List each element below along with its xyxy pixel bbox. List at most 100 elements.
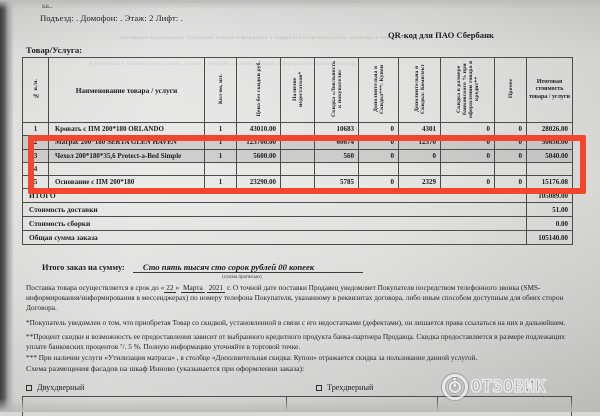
cell-total: 5040.00 — [526, 148, 573, 163]
table-total-row: ИТОГО 105089.00 — [22, 188, 573, 203]
checkbox-icon[interactable] — [316, 385, 322, 391]
footnote-bank-discount: **Процент скидки и возможность ее предос… — [26, 332, 566, 352]
col-header-coupon: Дополнительна я Скидка***: Купон — [358, 57, 399, 123]
cell-bank: 0 — [440, 174, 495, 190]
page-left-edge — [0, 0, 7, 412]
order-total-value: Сто пять тысяч сто сорок рублей 00 копее… — [132, 262, 363, 273]
col-header-other: Прочее — [494, 57, 527, 123]
total-label: Стоимость доставки — [22, 202, 527, 217]
order-total-hint: (сумма прописью) — [222, 274, 262, 280]
cell-defects — [280, 161, 315, 176]
cell-price: 5600.00 — [236, 148, 281, 163]
cell-total: 15176.08 — [526, 174, 573, 190]
table-total-row: Стоимость доставки 51.00 — [22, 202, 573, 217]
facade-scheme-label: Схема размещения фасадов на шкаф Инново … — [26, 364, 305, 373]
cell-defects — [280, 148, 315, 163]
col-header-bank-percent: Скидка в размере банковского % при оформ… — [440, 57, 495, 123]
cell-kit — [398, 161, 441, 176]
total-value: 105140.00 — [526, 230, 573, 245]
cell-total: 28026.00 — [526, 121, 573, 137]
cell-price: 43010.00 — [236, 121, 281, 137]
cell-qty: 1 — [204, 135, 237, 150]
delivery-mid-text: » — [175, 283, 181, 292]
col-header-index: № п./п. — [22, 57, 49, 123]
footnote-coupon: *** При наличии услуги «Утилизация матра… — [26, 353, 478, 362]
cell-qty: 1 — [204, 121, 237, 137]
total-label: ИТОГО — [22, 188, 527, 203]
col-header-qty: Кол-во, шт. — [204, 57, 237, 123]
power-circle-icon — [442, 374, 468, 400]
total-value: 51.00 — [526, 202, 573, 217]
table-row: 3 Чехол 200*180*35,6 Protect-a-Bed Simple… — [22, 148, 573, 163]
cell-qty: 1 — [204, 148, 237, 163]
cell-loyalty: 10683 — [314, 121, 359, 137]
order-total-in-words-row: Итого заказ на сумму: Сто пять тысяч сто… — [42, 262, 582, 273]
cell-other — [494, 161, 527, 176]
table-row: 2 Матрас 200*180 SERTA GLEN HAVEN 1 123700.… — [22, 135, 573, 150]
delivery-pre-text: Поставка товара осуществляется в срок до… — [26, 283, 165, 292]
total-label: Общая сумма заказа — [22, 230, 527, 245]
cell-loyalty — [314, 161, 359, 176]
cell-qty — [204, 161, 237, 176]
facade-option-three-door[interactable]: Трехдверный — [316, 383, 373, 392]
page-top-fade — [0, 0, 600, 9]
facade-option-two-door[interactable]: Двухдверный — [26, 383, 84, 392]
cell-item-name: Матрас 200*180 SERTA GLEN HAVEN — [48, 135, 205, 150]
order-items-table: № п./п. Наименование товара / услуги Кол… — [22, 57, 573, 245]
cell-defects — [280, 135, 315, 150]
cell-qty: 1 — [204, 174, 237, 190]
cell-coupon — [358, 161, 399, 176]
cell-coupon: 0 — [358, 121, 399, 137]
cell-other: 0 — [494, 121, 527, 137]
cell-index: 4 — [22, 161, 49, 176]
cell-price: 123700.00 — [236, 135, 281, 150]
cell-item-name — [48, 161, 205, 176]
cell-coupon: 0 — [358, 135, 399, 150]
cell-other: 0 — [494, 148, 527, 163]
total-value: 105089.00 — [526, 188, 573, 203]
table-total-row: Общая сумма заказа 105140.00 — [22, 230, 573, 245]
otzovik-watermark: ОТЗОВИК — [442, 373, 546, 401]
cell-price — [236, 161, 281, 176]
cell-price: 23290.00 — [236, 174, 281, 190]
cell-coupon: 0 — [358, 148, 399, 163]
footnote-defects: *Покупатель уведомлен о том, что приобре… — [26, 318, 566, 327]
cell-other: 0 — [494, 174, 527, 190]
col-header-loyalty: Скидка «Лояльность к покупателю: — [314, 57, 359, 123]
cell-bank: 0 — [440, 121, 495, 137]
order-items-table-wrapper: № п./п. Наименование товара / услуги Кол… — [22, 57, 573, 245]
cell-coupon: 0 — [358, 174, 399, 190]
cell-index: 1 — [22, 121, 49, 137]
cell-defects — [280, 121, 315, 137]
cell-index: 5 — [22, 174, 49, 190]
checkbox-icon[interactable] — [26, 385, 32, 391]
delivery-month: Марта — [181, 283, 205, 293]
table-row: 4 — [22, 161, 573, 176]
cell-loyalty: 60674 — [314, 135, 359, 150]
cell-kit: 0 — [398, 148, 441, 163]
col-header-price: Цена без скидки руб. — [236, 57, 281, 123]
table-total-row: Стоимость сборки 0.00 — [22, 216, 573, 231]
cell-item-name: Основание с ПМ 200*180 — [48, 174, 205, 190]
table-row: 5 Основание с ПМ 200*180 1 23290.00 5785 0 232… — [22, 174, 573, 190]
address-entrance-line: Подъезд: . Домофон: . Этаж: 2 Лифт: . — [40, 13, 183, 23]
cell-loyalty: 560 — [314, 148, 359, 163]
cell-kit: 2329 — [398, 174, 441, 190]
cell-bank: 0 — [440, 148, 495, 163]
qr-code-label: QR-код для ПАО Сбербанк — [388, 30, 494, 40]
facade-option-three-door-label: Трехдверный — [327, 383, 374, 392]
delivery-post-text: г. О точной дате поставки Продавец уведо… — [26, 283, 564, 313]
cell-bank: 0 — [440, 135, 495, 150]
delivery-day: 22 — [164, 283, 176, 293]
ghost-bleed-text-middle: настоящим подтверждает получение полной … — [120, 36, 417, 41]
otzovik-watermark-text: ОТЗОВИК — [470, 376, 547, 397]
page-bottom-fade — [0, 398, 600, 412]
cell-kit: 12370 — [398, 135, 441, 150]
order-total-label: Итого заказ на сумму: — [42, 263, 125, 272]
cell-index: 3 — [22, 148, 49, 163]
cell-total — [526, 161, 573, 176]
cell-other: 0 — [494, 135, 527, 150]
delivery-terms-paragraph: Поставка товара осуществляется в срок до… — [26, 283, 582, 314]
table-row: 1 Кровать с ПМ 200*180 ORLANDO 1 43010.00 10… — [22, 121, 573, 137]
